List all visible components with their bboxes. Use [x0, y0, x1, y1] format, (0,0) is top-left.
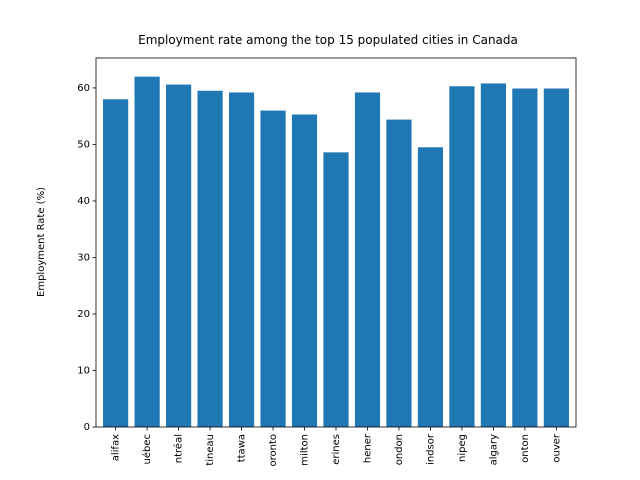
x-tick-label: onton — [520, 434, 531, 463]
bar — [449, 86, 475, 427]
x-tick-label: ouver — [551, 433, 562, 463]
bar — [512, 88, 538, 427]
y-axis-label: Employment Rate (%) — [36, 187, 47, 297]
bar — [197, 90, 223, 427]
bar — [103, 99, 129, 427]
bar — [228, 92, 255, 427]
x-tick-label: uébec — [141, 434, 153, 465]
x-tick-label: ondon — [394, 434, 405, 465]
bar — [323, 152, 349, 427]
chart-title: Employment rate among the top 15 populat… — [138, 33, 518, 47]
bar — [134, 76, 160, 428]
y-tick-label: 0 — [84, 422, 90, 433]
x-tick-label: alifax — [111, 434, 122, 461]
bar — [166, 84, 192, 427]
bar — [417, 147, 444, 427]
x-tick-label: hener — [362, 433, 373, 463]
bar — [480, 83, 506, 428]
x-tick-label: nipeg — [457, 434, 468, 462]
bar — [543, 88, 569, 427]
y-tick-label: 50 — [77, 139, 90, 150]
y-tick-label: 10 — [77, 365, 90, 376]
x-tick-label: erines — [331, 434, 342, 465]
y-tick-label: 40 — [77, 196, 90, 207]
x-tick-label: ntréal — [173, 434, 185, 463]
bar — [291, 114, 318, 427]
x-tick-label: oronto — [268, 434, 279, 467]
x-tick-label: algary — [488, 434, 499, 465]
plot-frame — [95, 57, 577, 428]
bar — [260, 110, 286, 428]
y-tick-label: 60 — [77, 83, 90, 94]
x-tick-label: milton — [300, 434, 311, 466]
bar — [386, 119, 412, 427]
y-tick-label: 20 — [77, 309, 90, 320]
y-tick-label: 30 — [77, 252, 90, 263]
x-tick-label: ttawa — [237, 434, 248, 462]
x-tick-label: tineau — [205, 434, 216, 466]
bar — [354, 92, 381, 427]
x-tick-label: indsor — [425, 433, 436, 465]
